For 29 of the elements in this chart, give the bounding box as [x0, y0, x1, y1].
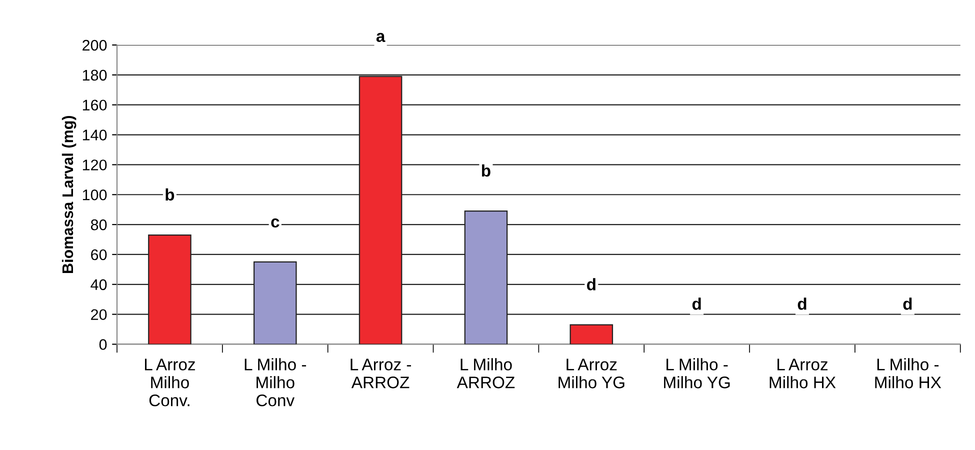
text: a — [376, 32, 386, 42]
annotation: c — [271, 218, 280, 228]
y-tick-label: 140 — [82, 130, 107, 140]
x-tick-label: L Milho ARROZ — [456, 358, 515, 388]
y-tick-label: 60 — [91, 249, 107, 260]
x-tick-label: L Milho - Milho Conv — [244, 358, 306, 406]
y-tick-label: 120 — [82, 160, 107, 170]
x-tick-label: L Arroz Milho YG — [558, 358, 624, 388]
annotation: d — [903, 298, 912, 310]
y-tick-label: 80 — [90, 219, 107, 230]
annotation: b — [166, 188, 174, 201]
annotation: d — [692, 298, 701, 310]
y-tick-label: 200 — [82, 40, 107, 51]
annotation: d — [586, 278, 596, 290]
x-tick-label: L Arroz - ARROZ — [350, 358, 411, 388]
annotation: d — [798, 298, 806, 310]
y-tick-label: 180 — [82, 70, 107, 81]
x-tick-label: L Arroz Milho Conv. — [144, 358, 195, 406]
x-tick-label: L Milho - Milho YG — [664, 358, 730, 388]
bar — [570, 324, 614, 344]
annotation: b — [482, 164, 490, 177]
y-axis-title: Biomassa Larval (mg) — [62, 116, 76, 273]
y-tick-label: 160 — [82, 100, 107, 111]
y-tick-label: 20 — [91, 309, 107, 320]
y-tick-label: 0 — [99, 339, 107, 350]
x-tick-label: L Milho - Milho HX — [875, 358, 942, 388]
y-tick-label: 40 — [90, 279, 107, 290]
y-tick-label: 100 — [82, 189, 107, 200]
x-tick-label: L Arroz Milho HX — [770, 358, 836, 388]
